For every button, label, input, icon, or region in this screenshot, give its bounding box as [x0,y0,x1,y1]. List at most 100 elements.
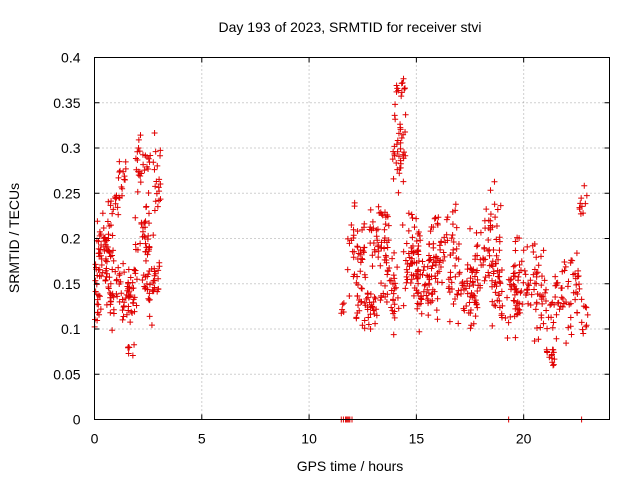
data-point [568,257,575,264]
data-point [505,319,512,326]
data-point [397,145,404,152]
data-point [480,261,487,268]
data-point [94,218,101,225]
data-point [367,325,374,332]
data-point [491,302,498,309]
data-point [415,251,422,258]
data-point [425,297,432,304]
data-point [402,257,409,264]
data-point [359,285,366,292]
data-point [154,203,161,210]
data-point [433,307,440,314]
data-point [441,253,448,260]
data-point [157,196,164,203]
data-point [440,249,447,256]
data-point [96,293,103,300]
data-point [152,183,159,190]
data-point [391,285,398,292]
data-point [393,82,400,89]
y-tick-label: 0.05 [53,366,80,382]
data-point [418,296,425,303]
data-point [568,331,575,338]
data-point [139,277,146,284]
data-point [555,299,562,306]
data-point [103,265,110,272]
data-point [397,124,404,131]
data-point [136,168,143,175]
data-point [390,310,397,317]
data-point [405,210,412,217]
data-point [405,250,412,257]
data-point [496,247,503,254]
data-point [472,256,479,263]
data-point [360,248,367,255]
data-point [124,344,131,351]
data-point [351,199,358,206]
data-point [155,184,162,191]
data-point [92,288,99,295]
data-point [156,197,163,204]
data-point [125,266,132,273]
data-point [131,266,138,273]
data-point [567,314,574,321]
data-point [481,277,488,284]
data-point [427,256,434,263]
data-point [507,313,514,320]
data-point [403,266,410,273]
data-point [566,301,573,308]
data-point [430,224,437,231]
data-point [391,275,398,282]
data-point [372,320,379,327]
data-point [474,242,481,249]
data-point [113,276,120,283]
data-point [449,208,456,215]
data-point [522,271,529,278]
data-point [350,226,357,233]
data-point [514,299,521,306]
y-tick-label: 0.35 [53,95,80,111]
data-point [354,292,361,299]
data-point [572,289,579,296]
data-point [467,325,474,332]
data-point [561,267,568,274]
data-point [125,292,132,299]
data-point [398,93,405,100]
data-point [414,274,421,281]
data-point [354,244,361,251]
data-point [109,232,116,239]
data-point [511,298,518,305]
data-point [486,246,493,253]
data-point [139,228,146,235]
data-point [530,248,537,255]
data-point [155,285,162,292]
data-point [153,178,160,185]
data-point [453,245,460,252]
data-point [572,275,579,282]
data-point [117,278,124,285]
data-point [409,260,416,267]
data-point [570,271,577,278]
data-point [431,215,438,222]
data-point [391,314,398,321]
data-point [97,231,104,238]
data-point [140,161,147,168]
data-point [413,238,420,245]
data-point [119,307,126,314]
data-point [436,259,443,266]
data-point [390,331,397,338]
data-point [493,283,500,290]
data-point [374,237,381,244]
data-point [144,251,151,258]
data-point [133,302,140,309]
data-point [414,305,421,312]
data-point [361,244,368,251]
data-point [452,201,459,208]
data-point [512,285,519,292]
data-point [390,148,397,155]
data-point [461,282,468,289]
data-point [427,299,434,306]
data-point [96,250,103,257]
data-point [399,222,406,229]
data-point [489,283,496,290]
data-point [361,325,368,332]
